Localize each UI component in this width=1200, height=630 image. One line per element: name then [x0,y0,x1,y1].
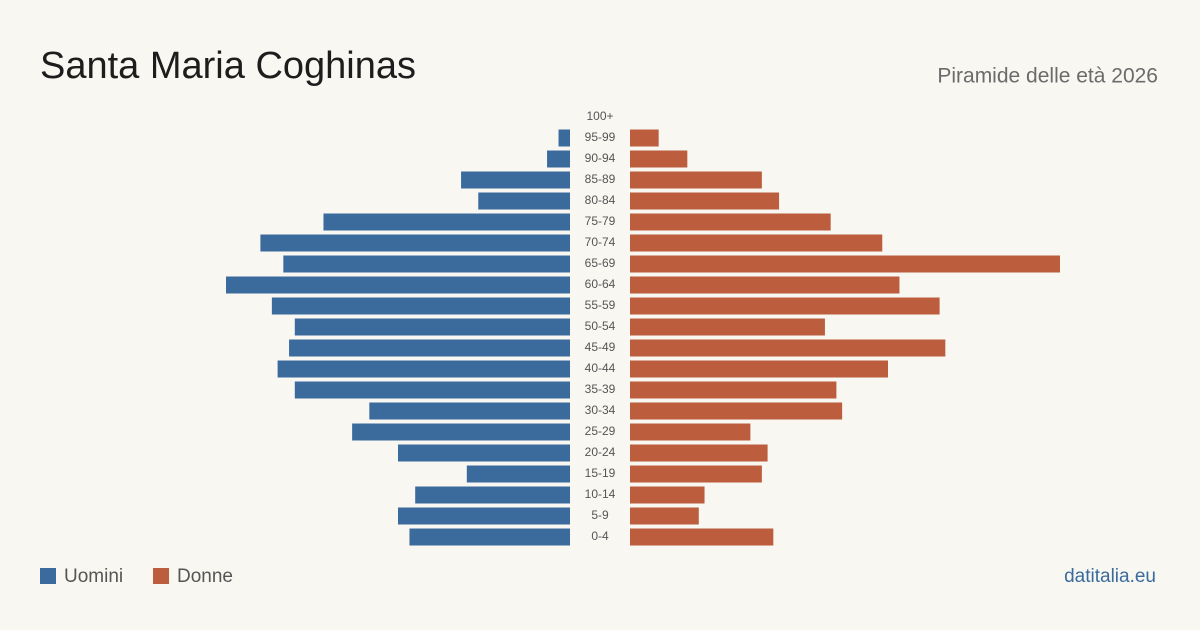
bar-male [260,234,570,252]
bar-female [630,360,888,378]
bar-female [630,255,1060,273]
age-label: 70-74 [585,235,616,249]
bar-male [277,360,570,378]
bar-male [409,528,570,546]
age-label: 20-24 [585,445,616,459]
bar-male [415,486,570,504]
bar-male [352,423,570,441]
bar-female [630,150,688,168]
age-label: 10-14 [585,487,616,501]
bar-male [294,381,570,399]
bar-female [630,129,659,147]
age-label: 15-19 [585,466,616,480]
bar-female [630,213,831,231]
bar-female [630,234,883,252]
bar-male [398,507,570,525]
age-label: 45-49 [585,340,616,354]
bar-female [630,528,774,546]
bar-female [630,297,940,315]
bar-male [294,318,570,336]
age-label: 100+ [586,109,613,123]
bar-male [271,297,570,315]
age-label: 35-39 [585,382,616,396]
age-label: 85-89 [585,172,616,186]
legend-label: Uomini [64,566,123,587]
age-label: 40-44 [585,361,616,375]
bar-female [630,381,837,399]
age-label: 95-99 [585,130,616,144]
legend-swatch [40,568,56,584]
bar-male [226,276,570,294]
legend-label: Donne [177,566,233,587]
legend-swatch [153,568,169,584]
age-label: 0-4 [591,529,609,543]
bar-female [630,423,751,441]
bar-female [630,171,762,189]
bar-male [283,255,570,273]
age-label: 55-59 [585,298,616,312]
bar-male [466,465,570,483]
age-label: 90-94 [585,151,616,165]
chart-title: Santa Maria Coghinas [40,45,416,87]
bar-male [323,213,570,231]
age-label: 75-79 [585,214,616,228]
bar-female [630,339,946,357]
bar-female [630,486,705,504]
age-label: 30-34 [585,403,616,417]
bar-female [630,192,780,210]
bar-female [630,465,762,483]
bar-male [398,444,570,462]
age-label: 80-84 [585,193,616,207]
chart-subtitle: Piramide delle età 2026 [937,65,1158,88]
age-label: 5-9 [591,508,609,522]
bar-female [630,507,699,525]
bar-male [289,339,570,357]
bar-female [630,318,825,336]
bar-female [630,276,900,294]
bar-male [547,150,570,168]
age-label: 25-29 [585,424,616,438]
age-label: 50-54 [585,319,616,333]
bar-male [558,129,570,147]
bar-male [478,192,570,210]
source: datitalia.eu [1064,566,1156,587]
age-label: 60-64 [585,277,616,291]
bar-male [369,402,570,420]
age-label: 65-69 [585,256,616,270]
bar-female [630,444,768,462]
bar-male [461,171,570,189]
bar-female [630,402,843,420]
